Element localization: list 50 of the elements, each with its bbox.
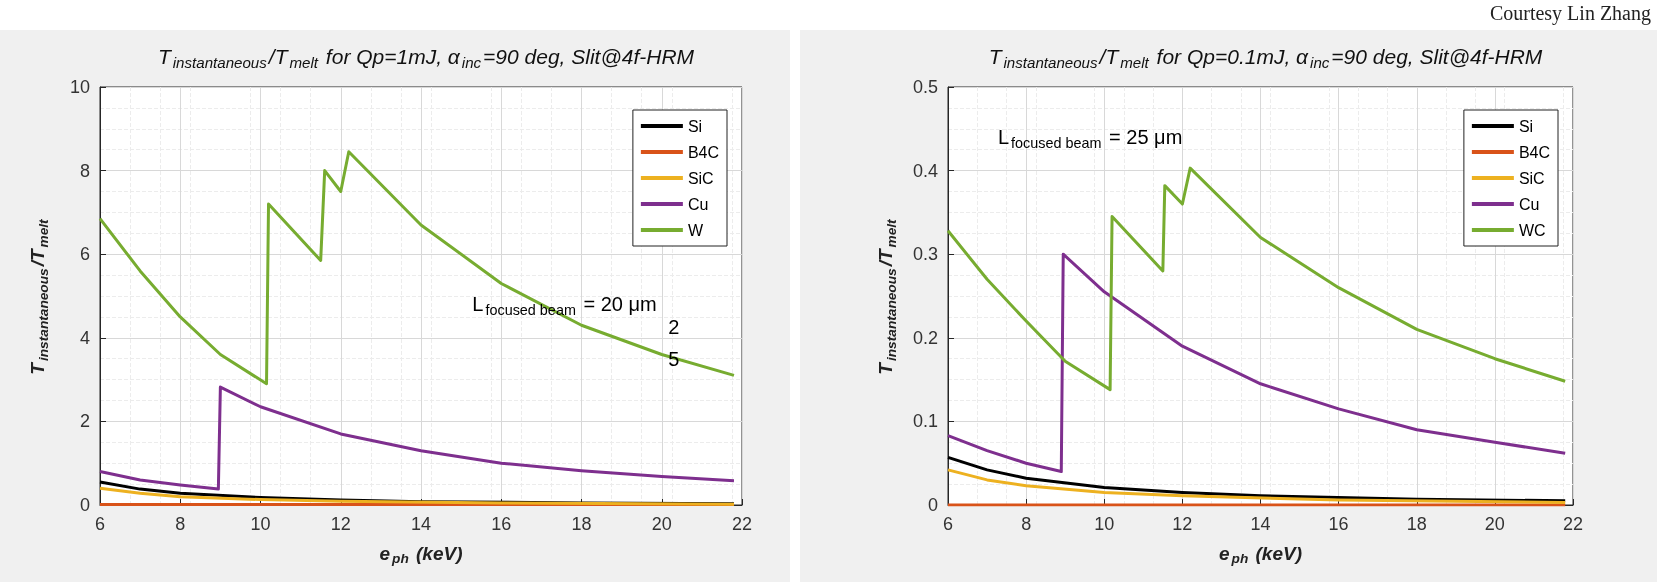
x-tick-label: 14 — [410, 514, 432, 534]
legend-label: SiC — [1518, 169, 1545, 187]
y-tick-label: 2 — [79, 411, 90, 432]
legend-label: W — [687, 221, 704, 239]
line-series — [98, 486, 736, 506]
x-tick-label: 20 — [651, 514, 672, 534]
legend-label: Cu — [1518, 195, 1540, 213]
y-tick-label: 10 — [69, 77, 90, 97]
y-tick-label: 0.2 — [912, 327, 938, 348]
y-axis-title: Tinstantaneous/Tmelt — [27, 217, 51, 375]
x-tick-label: 6 — [94, 514, 106, 534]
legend-label: B4C — [1518, 143, 1550, 161]
x-tick-label: 8 — [175, 514, 186, 534]
y-tick-label: 0 — [927, 495, 938, 515]
y-tick-label: 0.5 — [912, 77, 938, 97]
legend-label: SiC — [687, 169, 714, 187]
x-tick-label: 14 — [1250, 514, 1271, 534]
x-tick-label: 12 — [1172, 514, 1193, 534]
annotation: 2 — [668, 316, 680, 339]
x-tick-label: 10 — [1094, 514, 1115, 534]
x-tick-label: 6 — [942, 514, 954, 534]
x-tick-label: 16 — [491, 514, 512, 534]
y-axis-title: Tinstantaneous/Tmelt — [875, 217, 899, 375]
line-series — [946, 455, 1567, 503]
y-tick-label: 6 — [79, 244, 90, 265]
y-tick-label: 0.4 — [912, 160, 938, 181]
y-tick-label: 0.1 — [912, 411, 938, 432]
x-tick-label: 16 — [1328, 514, 1349, 534]
text: Courtesy Lin Zhang — [1489, 2, 1651, 25]
legend-label: Cu — [687, 195, 709, 213]
y-tick-label: 4 — [79, 327, 90, 348]
line-series — [98, 385, 736, 491]
x-tick-label: 10 — [250, 514, 271, 534]
x-tick-label: 12 — [330, 514, 351, 534]
x-tick-label: 22 — [1562, 514, 1584, 534]
line-series — [946, 468, 1567, 504]
x-tick-label: 8 — [1021, 514, 1032, 534]
y-tick-label: 8 — [79, 160, 90, 181]
y-tick-label: 0.3 — [912, 244, 938, 265]
x-tick-label: 18 — [1406, 514, 1427, 534]
legend-label: WC — [1518, 221, 1546, 239]
legend-label: Si — [1518, 117, 1534, 135]
line-series — [946, 166, 1567, 392]
line-series — [946, 252, 1567, 474]
x-tick-label: 20 — [1484, 514, 1505, 534]
legend-label: B4C — [687, 143, 719, 161]
y-tick-label: 0 — [79, 495, 90, 515]
x-tick-label: 22 — [731, 514, 753, 534]
x-tick-label: 18 — [571, 514, 592, 534]
legend-label: Si — [687, 117, 703, 135]
